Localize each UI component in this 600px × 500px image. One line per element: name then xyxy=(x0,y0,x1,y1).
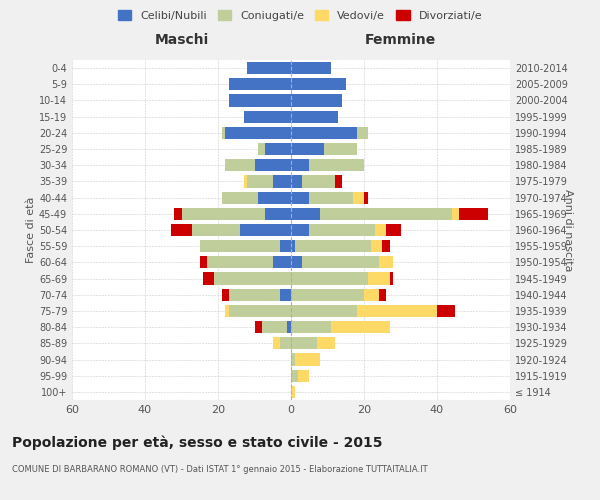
Bar xyxy=(291,176,302,188)
Bar xyxy=(302,176,335,188)
Bar xyxy=(335,176,342,188)
Bar xyxy=(291,305,356,317)
Bar xyxy=(244,110,291,122)
Bar xyxy=(386,224,401,236)
Bar xyxy=(280,288,291,301)
Bar xyxy=(302,256,379,268)
Bar xyxy=(291,110,338,122)
Bar xyxy=(254,321,262,333)
Bar xyxy=(389,272,393,284)
Bar xyxy=(291,338,317,349)
Bar xyxy=(247,176,273,188)
Bar xyxy=(291,62,331,74)
Bar xyxy=(324,143,357,155)
Bar xyxy=(226,127,291,139)
Bar xyxy=(287,321,291,333)
Bar xyxy=(200,256,207,268)
Bar xyxy=(353,192,364,203)
Text: COMUNE DI BARBARANO ROMANO (VT) - Dati ISTAT 1° gennaio 2015 - Elaborazione TUTT: COMUNE DI BARBARANO ROMANO (VT) - Dati I… xyxy=(12,465,428,474)
Bar xyxy=(291,192,309,203)
Bar xyxy=(280,338,291,349)
Bar xyxy=(291,256,302,268)
Bar xyxy=(356,127,368,139)
Bar xyxy=(291,321,331,333)
Bar xyxy=(364,288,379,301)
Bar xyxy=(273,176,291,188)
Bar xyxy=(229,305,291,317)
Bar xyxy=(254,159,291,172)
Text: Popolazione per età, sesso e stato civile - 2015: Popolazione per età, sesso e stato civil… xyxy=(12,435,383,450)
Bar xyxy=(317,338,335,349)
Bar xyxy=(298,370,309,382)
Bar xyxy=(229,288,280,301)
Bar xyxy=(265,143,291,155)
Bar xyxy=(375,224,386,236)
Bar xyxy=(273,338,280,349)
Bar xyxy=(214,272,291,284)
Bar xyxy=(291,78,346,90)
Bar xyxy=(291,143,324,155)
Bar xyxy=(247,62,291,74)
Bar xyxy=(309,159,364,172)
Y-axis label: Fasce di età: Fasce di età xyxy=(26,197,36,263)
Bar xyxy=(221,192,258,203)
Bar xyxy=(203,272,214,284)
Bar xyxy=(273,256,291,268)
Bar xyxy=(371,240,382,252)
Bar xyxy=(309,224,375,236)
Bar xyxy=(226,159,254,172)
Bar xyxy=(295,240,371,252)
Bar xyxy=(291,354,295,366)
Bar xyxy=(320,208,452,220)
Bar xyxy=(382,240,389,252)
Text: Maschi: Maschi xyxy=(154,33,209,47)
Bar xyxy=(291,224,309,236)
Bar xyxy=(309,192,353,203)
Bar xyxy=(291,240,295,252)
Bar xyxy=(291,386,295,398)
Bar xyxy=(291,127,356,139)
Bar xyxy=(221,127,226,139)
Bar xyxy=(265,208,291,220)
Bar xyxy=(291,272,368,284)
Bar xyxy=(174,208,182,220)
Bar xyxy=(200,240,280,252)
Bar xyxy=(170,224,193,236)
Bar xyxy=(258,143,265,155)
Bar xyxy=(229,94,291,106)
Bar xyxy=(356,305,437,317)
Bar xyxy=(291,208,320,220)
Bar xyxy=(291,288,364,301)
Bar xyxy=(229,78,291,90)
Bar xyxy=(262,321,287,333)
Bar xyxy=(452,208,459,220)
Bar xyxy=(437,305,455,317)
Bar xyxy=(240,224,291,236)
Bar xyxy=(459,208,488,220)
Bar xyxy=(258,192,291,203)
Bar xyxy=(226,305,229,317)
Legend: Celibi/Nubili, Coniugati/e, Vedovi/e, Divorziati/e: Celibi/Nubili, Coniugati/e, Vedovi/e, Di… xyxy=(113,6,487,25)
Bar xyxy=(280,240,291,252)
Y-axis label: Anni di nascita: Anni di nascita xyxy=(563,188,573,271)
Bar xyxy=(291,94,342,106)
Bar xyxy=(182,208,265,220)
Bar xyxy=(207,256,273,268)
Bar xyxy=(379,288,386,301)
Bar xyxy=(379,256,393,268)
Bar xyxy=(221,288,229,301)
Bar xyxy=(291,370,298,382)
Bar xyxy=(193,224,240,236)
Bar xyxy=(364,192,368,203)
Bar xyxy=(244,176,247,188)
Bar xyxy=(291,159,309,172)
Bar xyxy=(368,272,389,284)
Bar xyxy=(331,321,389,333)
Bar xyxy=(295,354,320,366)
Text: Femmine: Femmine xyxy=(365,33,436,47)
